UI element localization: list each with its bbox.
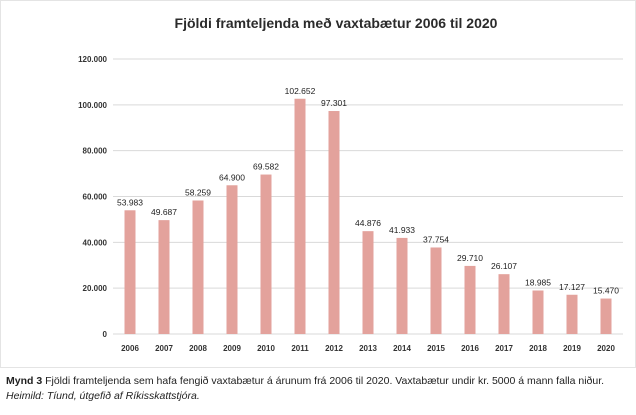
x-tick-label: 2018 bbox=[529, 344, 547, 353]
data-label: 17.127 bbox=[559, 282, 585, 292]
bar-2019 bbox=[566, 294, 578, 334]
data-label: 15.470 bbox=[593, 286, 619, 296]
x-tick-label: 2010 bbox=[257, 344, 275, 353]
bar-2014 bbox=[396, 237, 408, 334]
y-axis-ticks: 0 20.000 40.000 60.000 80.000 100.000 120.000 bbox=[78, 55, 107, 339]
caption-line: Mynd 3 Fjöldi framteljenda sem hafa feng… bbox=[6, 374, 632, 389]
x-tick-label: 2017 bbox=[495, 344, 513, 353]
x-tick-label: 2014 bbox=[393, 344, 411, 353]
y-tick-label: 20.000 bbox=[83, 284, 108, 293]
data-label: 44.876 bbox=[355, 218, 381, 228]
caption-text: Fjöldi framteljenda sem hafa fengið vaxt… bbox=[42, 375, 605, 387]
bar-2011 bbox=[294, 98, 306, 335]
x-tick-label: 2006 bbox=[121, 344, 139, 353]
y-tick-label: 80.000 bbox=[83, 147, 108, 156]
bar-2012 bbox=[328, 111, 340, 334]
bar-2015 bbox=[430, 247, 442, 334]
bar-chart: Fjöldi framteljenda með vaxtabætur 2006 … bbox=[78, 15, 623, 353]
bar-2016 bbox=[464, 265, 476, 334]
y-tick-label: 120.000 bbox=[78, 55, 107, 64]
data-label: 29.710 bbox=[457, 253, 483, 263]
bar-2010 bbox=[260, 174, 272, 334]
data-label: 53.983 bbox=[117, 197, 143, 207]
data-label: 102.652 bbox=[285, 86, 316, 96]
data-label: 58.259 bbox=[185, 187, 211, 197]
bar-2008 bbox=[192, 200, 204, 334]
x-tick-label: 2020 bbox=[597, 344, 615, 353]
x-tick-label: 2009 bbox=[223, 344, 241, 353]
bar-2020 bbox=[600, 298, 612, 334]
data-labels: 53.983 49.687 58.259 64.900 69.582 102.652 97.… bbox=[117, 86, 619, 296]
data-label: 41.933 bbox=[389, 225, 415, 235]
x-tick-label: 2016 bbox=[461, 344, 479, 353]
data-label: 37.754 bbox=[423, 234, 449, 244]
data-label: 97.301 bbox=[321, 98, 347, 108]
bars bbox=[124, 98, 612, 335]
bar-2006 bbox=[124, 210, 136, 334]
data-label: 69.582 bbox=[253, 162, 279, 172]
x-axis-ticks: 2006 2007 2008 2009 2010 2011 2012 2013 2014 2015… bbox=[121, 344, 615, 353]
bar-2018 bbox=[532, 290, 544, 334]
chart-frame: Fjöldi framteljenda með vaxtabætur 2006 … bbox=[0, 0, 636, 368]
x-tick-label: 2012 bbox=[325, 344, 343, 353]
bar-2009 bbox=[226, 185, 238, 334]
caption-source: Heimild: Tíund, útgefið af Ríkisskattstj… bbox=[6, 390, 200, 402]
figure-caption: Mynd 3 Fjöldi framteljenda sem hafa feng… bbox=[6, 374, 632, 404]
x-tick-label: 2013 bbox=[359, 344, 377, 353]
data-label: 49.687 bbox=[151, 207, 177, 217]
x-tick-label: 2019 bbox=[563, 344, 581, 353]
bar-2007 bbox=[158, 220, 170, 334]
caption-label: Mynd 3 bbox=[6, 375, 43, 387]
y-tick-label: 100.000 bbox=[78, 101, 107, 110]
chart-title: Fjöldi framteljenda með vaxtabætur 2006 … bbox=[175, 15, 498, 31]
x-tick-label: 2011 bbox=[291, 344, 309, 353]
x-tick-label: 2015 bbox=[427, 344, 445, 353]
y-tick-label: 40.000 bbox=[83, 238, 108, 247]
bar-2013 bbox=[362, 231, 374, 334]
x-tick-label: 2008 bbox=[189, 344, 207, 353]
y-tick-label: 60.000 bbox=[83, 193, 108, 202]
data-label: 64.900 bbox=[219, 172, 245, 182]
data-label: 18.985 bbox=[525, 277, 551, 287]
x-tick-label: 2007 bbox=[155, 344, 173, 353]
data-label: 26.107 bbox=[491, 261, 517, 271]
y-tick-label: 0 bbox=[103, 330, 108, 339]
bar-2017 bbox=[498, 274, 510, 334]
